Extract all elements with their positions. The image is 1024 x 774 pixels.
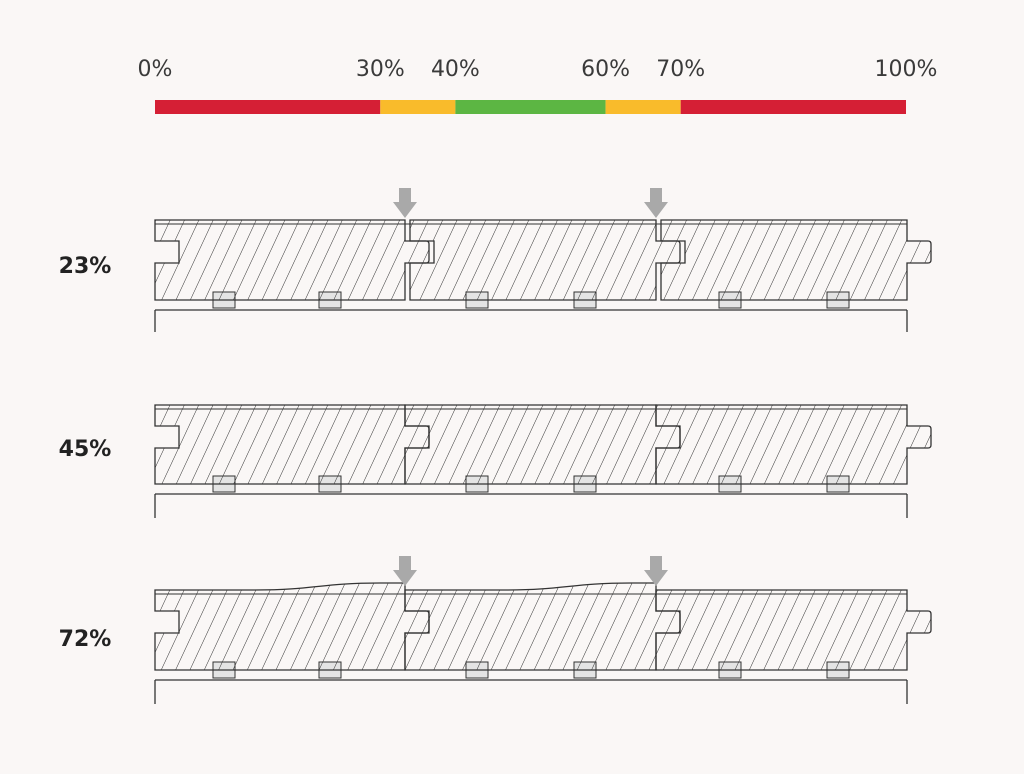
floor-section [154, 404, 932, 518]
row-label-1: 23% [59, 254, 112, 279]
floor-sections [154, 188, 932, 704]
pressure-arrow-icon [644, 556, 668, 586]
floor-board [655, 404, 932, 485]
floor-board [154, 219, 430, 301]
scale-tick-label: 30% [356, 57, 405, 82]
scale-tick-label: 60% [581, 57, 630, 82]
scale-segment [155, 100, 381, 114]
scale-tick-label: 100% [875, 57, 938, 82]
floor-board [660, 219, 932, 301]
floor-section [154, 188, 932, 332]
scale-segment [605, 100, 681, 114]
row-label-2: 45% [59, 437, 112, 462]
scale-segment [455, 100, 606, 114]
floor-board [655, 589, 932, 671]
scale-tick-label: 70% [656, 57, 705, 82]
row-labels: 23% 45% 72% [59, 254, 112, 652]
scale-segment [680, 100, 906, 114]
row-label-3: 72% [59, 627, 112, 652]
floor-board [154, 582, 430, 671]
pressure-arrow-icon [644, 188, 668, 218]
floor-section [154, 556, 932, 704]
pressure-arrow-icon [393, 188, 417, 218]
floor-board [409, 219, 681, 301]
scale-segment [380, 100, 456, 114]
floor-board [404, 404, 681, 485]
floor-board [404, 582, 681, 671]
floor-board [154, 404, 430, 485]
scale-tick-label: 40% [431, 57, 480, 82]
moisture-scale: 0% 30% 40% 60% 70% 100% [138, 57, 938, 114]
scale-tick-label: 0% [138, 57, 173, 82]
pressure-arrow-icon [393, 556, 417, 586]
